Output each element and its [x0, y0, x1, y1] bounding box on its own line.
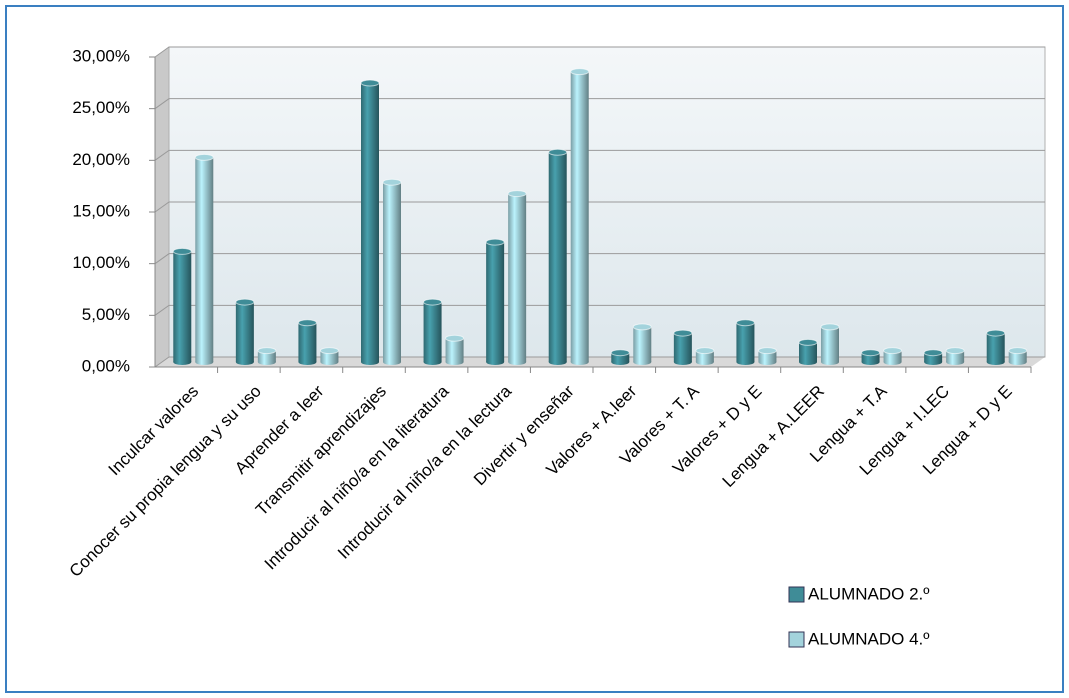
legend-label: ALUMNADO 2.º	[808, 584, 929, 603]
bar	[861, 352, 880, 362]
bar	[570, 71, 589, 362]
bar	[633, 326, 652, 362]
grid-line	[154, 98, 1045, 110]
bar-cap	[632, 323, 652, 331]
bar	[924, 352, 943, 362]
grid-line	[154, 46, 1045, 58]
bar	[1008, 350, 1027, 362]
grid-line	[154, 304, 1045, 316]
legend-label: ALUMNADO 4.º	[808, 629, 929, 648]
bar-cap	[548, 148, 568, 156]
grid-line	[154, 201, 1045, 213]
bar	[986, 333, 1005, 362]
bar-cap	[360, 79, 380, 87]
bar	[611, 352, 630, 362]
grid-line	[154, 253, 1045, 265]
bar-cap	[923, 349, 943, 357]
bar	[695, 350, 714, 362]
legend-swatch	[788, 586, 805, 603]
bar-cap	[735, 319, 755, 327]
bar-cap	[319, 347, 339, 355]
bar-cap	[423, 298, 443, 306]
bar-cap	[445, 334, 465, 342]
bar-cap	[235, 298, 255, 306]
bar-cap	[883, 347, 903, 355]
bar-cap	[570, 68, 590, 76]
bar	[257, 350, 276, 362]
bar-cap	[820, 323, 840, 331]
y-tick-label: 20,00%	[72, 150, 130, 169]
bar	[736, 322, 755, 362]
bar	[673, 333, 692, 362]
bar-cap	[485, 238, 505, 246]
bar	[508, 193, 527, 362]
bar	[361, 83, 379, 362]
bar	[946, 350, 965, 362]
bar-cap	[297, 319, 317, 327]
floor	[155, 357, 1045, 367]
y-tick-label: 15,00%	[72, 201, 130, 220]
bar	[445, 338, 464, 362]
bar-cap	[1008, 347, 1028, 355]
bar-cap	[861, 349, 881, 357]
bar	[758, 350, 777, 362]
legend-swatch	[788, 631, 805, 648]
bar	[821, 326, 839, 362]
bar-cap	[610, 349, 630, 357]
bar	[548, 152, 567, 362]
y-tick-label: 5,00%	[82, 305, 130, 324]
bar	[173, 251, 192, 362]
bar	[320, 350, 339, 362]
bar-cap	[757, 347, 777, 355]
bar	[799, 342, 817, 362]
bar	[383, 182, 401, 362]
bar	[486, 242, 505, 362]
bar	[235, 302, 254, 362]
bar-cap	[986, 329, 1006, 337]
bar-cap	[945, 347, 965, 355]
y-tick-label: 10,00%	[72, 253, 130, 272]
bar	[883, 350, 902, 362]
bar-cap	[194, 153, 214, 161]
bar-cap	[172, 247, 192, 255]
y-tick-label: 30,00%	[72, 46, 130, 65]
bar-cap	[507, 190, 527, 198]
y-tick-label: 0,00%	[82, 356, 130, 375]
bar-cap	[257, 347, 277, 355]
bar	[298, 322, 317, 362]
bar-cap	[798, 338, 818, 346]
bar	[195, 157, 214, 362]
y-tick-label: 25,00%	[72, 98, 130, 117]
grid-line	[154, 149, 1045, 161]
bar-cap	[695, 347, 715, 355]
bar-cap	[673, 329, 693, 337]
bar-cap	[382, 178, 402, 186]
bar	[423, 302, 442, 362]
